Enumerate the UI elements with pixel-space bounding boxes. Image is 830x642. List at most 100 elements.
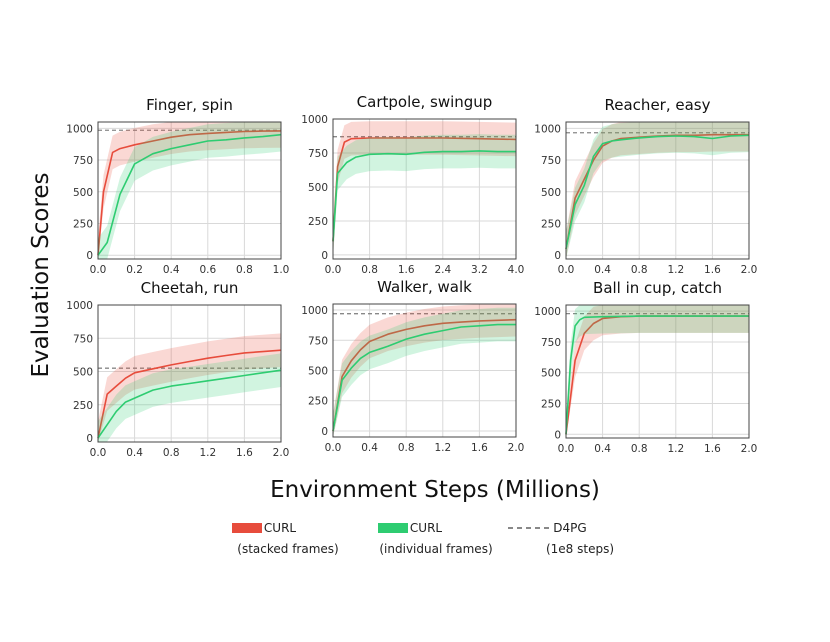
plot-frame [332, 118, 517, 260]
individual-confidence-band [566, 122, 749, 259]
y-tick-label: 250 [73, 400, 93, 412]
x-tick-label: 1.6 [398, 264, 415, 276]
x-tick-label: 3.2 [471, 264, 488, 276]
legend-swatch [378, 523, 408, 533]
x-tick-label: 0.0 [558, 264, 575, 276]
panel-title: Ball in cup, catch [593, 279, 722, 297]
stacked-confidence-band [98, 122, 281, 259]
plot-frame [97, 121, 282, 260]
y-tick-label: 750 [308, 148, 328, 160]
y-tick-label: 500 [73, 367, 93, 379]
individual-confidence-band [333, 134, 516, 259]
individual-confidence-band [566, 305, 749, 438]
legend-label: D4PG [553, 521, 586, 535]
x-tick-label: 1.2 [667, 443, 684, 455]
y-tick-label: 1000 [301, 114, 328, 126]
x-tick-label: 1.6 [471, 442, 488, 454]
stacked-confidence-band [566, 122, 749, 259]
x-tick-label: 1.6 [236, 447, 253, 459]
x-tick-label: 2.0 [741, 443, 758, 455]
y-tick-label: 1000 [301, 305, 328, 317]
x-tick-label: 4.0 [508, 264, 525, 276]
individual-confidence-band [98, 122, 281, 259]
x-tick-label: 2.4 [434, 264, 451, 276]
x-tick-label: 0.0 [90, 264, 107, 276]
plot-area [566, 122, 749, 259]
panels: 0.0 0.2 0.4 0.6 0.8 1.0 0 250 500 750 1000 Finger, … [66, 93, 757, 459]
x-tick-label: 2.0 [508, 442, 525, 454]
legend-swatch [232, 523, 262, 533]
y-tick-label: 250 [541, 399, 561, 411]
x-tick-label: 0.0 [90, 447, 107, 459]
y-tick-label: 0 [321, 426, 328, 438]
x-tick-label: 1.2 [434, 442, 451, 454]
legend-item-individual: CURL (individual frames) [378, 521, 493, 556]
y-tick-label: 250 [308, 216, 328, 228]
x-tick-label: 0.2 [126, 264, 143, 276]
x-tick-label: 0.8 [398, 442, 415, 454]
stacked-series-line [565, 133, 749, 250]
individual-series-line [565, 315, 749, 435]
y-tick-label: 750 [73, 333, 93, 345]
x-tick-label: 1.6 [704, 443, 721, 455]
plot-area [333, 119, 516, 259]
panel-2: 0.0 0.4 0.8 1.2 1.6 2.0 0 250 500 750 1000 Reacher,… [534, 96, 757, 276]
panel-title: Walker, walk [377, 278, 472, 296]
x-tick-label: 0.0 [325, 442, 342, 454]
y-axis-label: Evaluation Scores [28, 172, 54, 377]
legend-sublabel: (individual frames) [379, 542, 492, 556]
x-tick-label: 0.4 [126, 447, 143, 459]
panel-title: Cartpole, swingup [357, 93, 493, 111]
plot-frame [565, 304, 750, 439]
panel-4: 0.0 0.4 0.8 1.2 1.6 2.0 0 250 500 750 1000 Walker, … [301, 278, 524, 454]
stacked-confidence-band [98, 333, 281, 442]
stacked-series-line [97, 130, 282, 256]
y-tick-label: 750 [73, 155, 93, 167]
legend-label: CURL [264, 521, 297, 535]
y-tick-label: 1000 [66, 123, 93, 135]
y-tick-label: 1000 [534, 123, 561, 135]
x-tick-label: 1.2 [667, 264, 684, 276]
stacked-series-line [332, 318, 517, 432]
panel-5: 0.0 0.4 0.8 1.2 1.6 2.0 0 250 500 750 1000 Ball in … [534, 279, 757, 455]
x-tick-label: 0.4 [594, 443, 611, 455]
x-tick-label: 0.8 [163, 447, 180, 459]
legend-sublabel: (1e8 steps) [546, 542, 614, 556]
panel-1: 0.0 0.8 1.6 2.4 3.2 4.0 0 250 500 750 1000 Cartpole… [301, 93, 524, 276]
individual-series-line [97, 133, 282, 256]
individual-confidence-band [98, 353, 281, 442]
y-tick-label: 750 [308, 335, 328, 347]
y-tick-label: 250 [73, 218, 93, 230]
x-tick-label: 0.8 [631, 443, 648, 455]
x-tick-label: 0.0 [558, 443, 575, 455]
y-tick-label: 0 [321, 250, 328, 262]
plot-frame [332, 303, 517, 438]
x-tick-label: 0.0 [325, 264, 342, 276]
y-tick-label: 0 [86, 433, 93, 445]
y-tick-label: 0 [554, 250, 561, 262]
y-tick-label: 500 [308, 366, 328, 378]
y-tick-label: 250 [541, 218, 561, 230]
stacked-confidence-band [566, 305, 749, 438]
x-tick-label: 0.8 [631, 264, 648, 276]
x-tick-label: 0.4 [361, 442, 378, 454]
plot-frame [565, 121, 750, 260]
legend: CURL (stacked frames) CURL (individual fram… [232, 521, 614, 556]
panel-title: Cheetah, run [141, 279, 239, 297]
individual-series-line [332, 150, 516, 242]
y-tick-label: 750 [541, 337, 561, 349]
y-tick-label: 0 [554, 429, 561, 441]
panel-3: 0.0 0.4 0.8 1.2 1.6 2.0 0 250 500 750 1000 Cheetah,… [66, 279, 289, 459]
x-tick-label: 2.0 [741, 264, 758, 276]
plot-frame [97, 304, 282, 443]
stacked-confidence-band [333, 121, 516, 259]
y-tick-label: 250 [308, 396, 328, 408]
y-tick-label: 500 [541, 368, 561, 380]
x-tick-label: 0.6 [199, 264, 216, 276]
y-tick-label: 500 [73, 187, 93, 199]
panel-0: 0.0 0.2 0.4 0.6 0.8 1.0 0 250 500 750 1000 Finger, … [66, 96, 289, 276]
individual-confidence-band [333, 307, 516, 437]
x-axis-label: Environment Steps (Millions) [270, 477, 600, 503]
y-tick-label: 500 [541, 187, 561, 199]
